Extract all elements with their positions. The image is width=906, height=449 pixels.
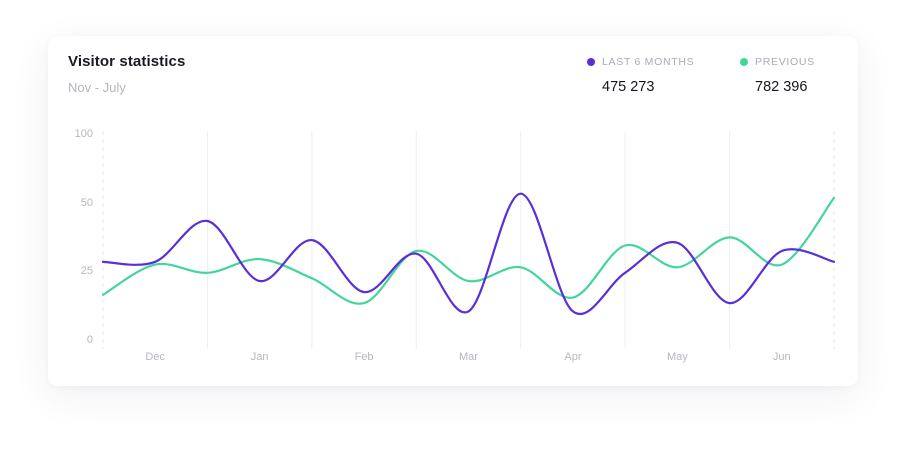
legend-last-6-months[interactable]: LAST 6 MONTHS 475 273 xyxy=(587,56,694,95)
legend-value: 782 396 xyxy=(755,79,808,95)
legend-dot-icon xyxy=(740,58,748,66)
legend-label: LAST 6 MONTHS xyxy=(602,56,695,68)
x-tick-label: Apr xyxy=(564,351,581,363)
x-tick-label: Jun xyxy=(773,351,791,363)
y-tick-label: 25 xyxy=(81,265,93,277)
x-tick-label: Jan xyxy=(251,351,269,363)
series-line-last-6-months xyxy=(101,192,836,315)
y-tick-label: 100 xyxy=(75,128,93,140)
x-tick-label: Feb xyxy=(355,351,374,363)
y-tick-label: 50 xyxy=(81,197,93,209)
x-tick-label: Mar xyxy=(459,351,478,363)
legend-previous[interactable]: PREVIOUS 782 396 xyxy=(740,56,815,95)
y-tick-label: 0 xyxy=(87,334,93,346)
date-range-label: Nov - July xyxy=(68,80,126,95)
chart-title: Visitor statistics xyxy=(68,53,186,70)
visitor-statistics-card: Visitor statistics Nov - July LAST 6 MON… xyxy=(48,36,858,386)
legend-label: PREVIOUS xyxy=(755,56,815,68)
legend-dot-icon xyxy=(587,58,595,66)
line-chart: 100 50 25 0 Dec Jan Feb Mar Apr May Jun xyxy=(75,128,836,363)
x-tick-label: May xyxy=(667,351,688,363)
x-tick-label: Dec xyxy=(145,351,165,363)
series-line-previous xyxy=(101,196,836,305)
legend-value: 475 273 xyxy=(602,79,655,95)
